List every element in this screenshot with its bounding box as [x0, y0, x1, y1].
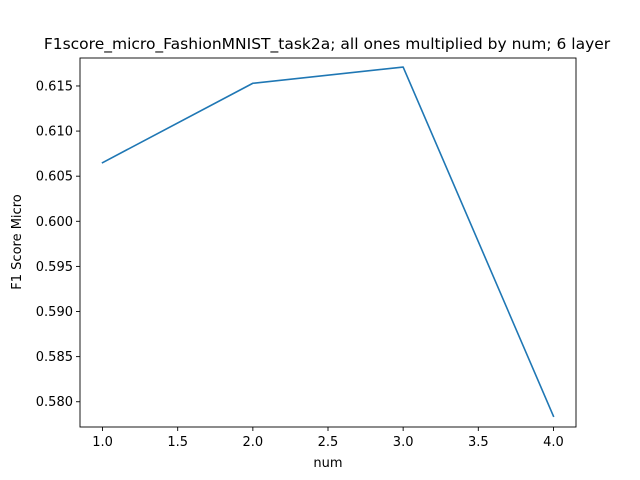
x-tick-label: 2.0	[243, 435, 264, 450]
y-tick-label: 0.605	[36, 170, 73, 185]
y-tick-label: 0.615	[36, 79, 73, 94]
y-tick-label: 0.590	[36, 305, 73, 320]
y-tick-label: 0.585	[36, 350, 73, 365]
y-axis-title: F1 Score Micro	[10, 194, 25, 289]
x-axis-title: num	[313, 456, 342, 471]
x-tick-label: 1.0	[92, 435, 113, 450]
x-tick-label: 4.0	[543, 435, 564, 450]
x-tick-label: 3.0	[393, 435, 414, 450]
series-line-0	[101, 66, 555, 418]
plot-area: 1.0 1.5 2.0 2.5 3.0 3.5 4.0 0.580 0.585 0.590 0.59…	[36, 57, 577, 450]
y-tick-label: 0.610	[36, 125, 73, 140]
x-tick-label: 1.5	[167, 435, 188, 450]
y-tick-label: 0.595	[36, 260, 73, 275]
plot-frame	[79, 57, 577, 428]
chart-title: F1score_micro_FashionMNIST_task2a; all o…	[44, 35, 611, 54]
y-tick-label: 0.600	[36, 215, 73, 230]
x-tick-label: 2.5	[318, 435, 339, 450]
x-tick-label: 3.5	[468, 435, 489, 450]
y-tick-label: 0.580	[36, 395, 73, 410]
